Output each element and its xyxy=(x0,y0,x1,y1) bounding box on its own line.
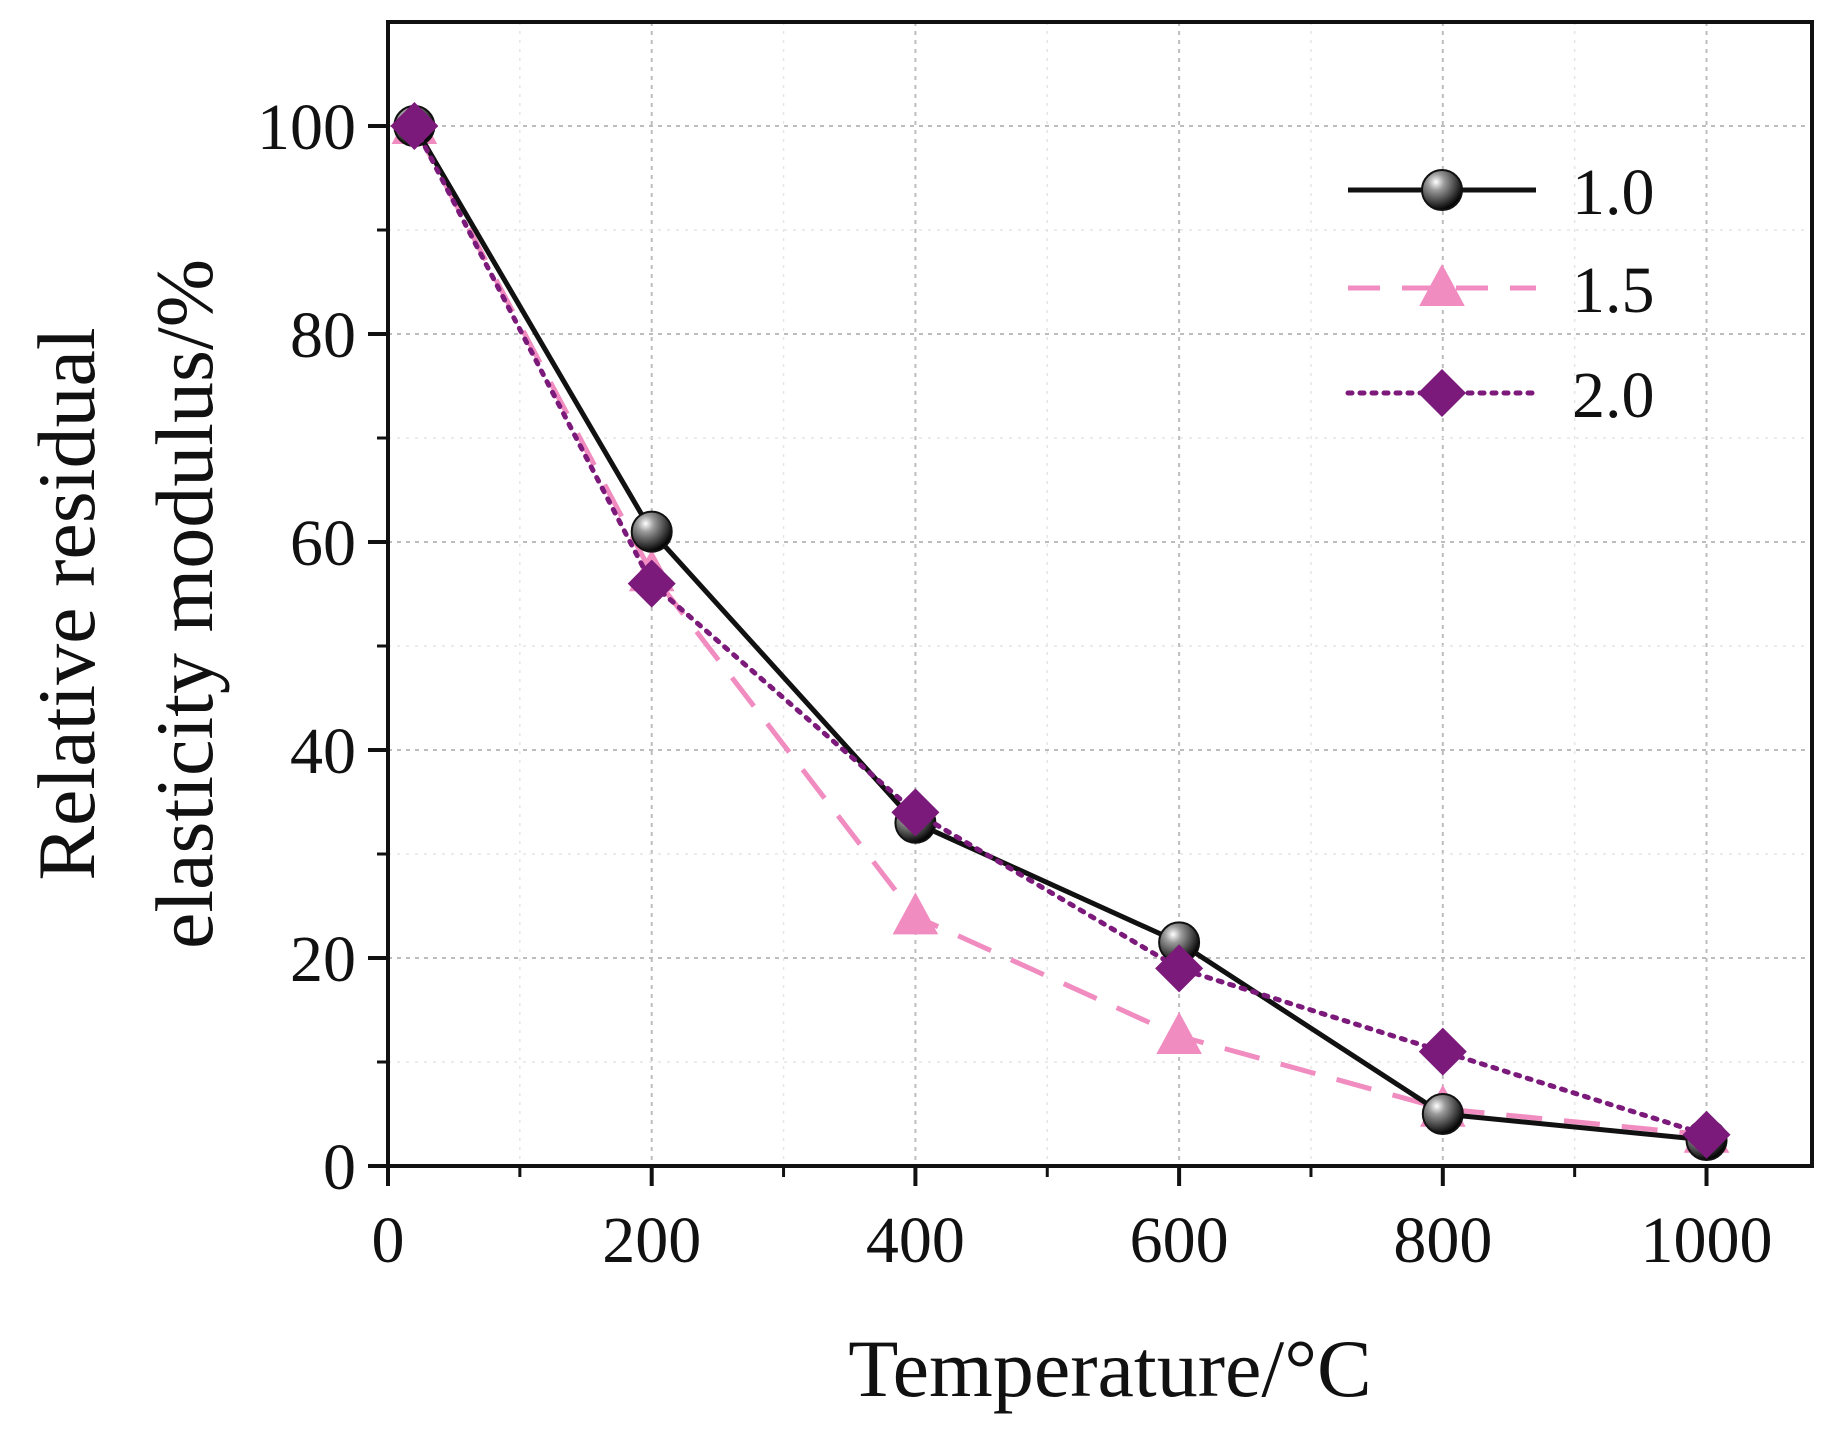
data-point xyxy=(1156,1012,1202,1054)
axes: 0 200 400 600 800 1000 0 20 40 60 80 100 xyxy=(257,20,1814,1277)
series-2.0 xyxy=(390,102,1731,1159)
y-axis-title-line-1: Relative residual xyxy=(21,327,112,880)
legend-marker xyxy=(1418,369,1466,417)
data-point xyxy=(1418,1027,1467,1076)
grid xyxy=(388,22,1812,1166)
series-1.0 xyxy=(393,105,1728,1161)
data-point xyxy=(630,510,673,553)
series-1.5 xyxy=(391,102,1730,1153)
y-tick-label: 40 xyxy=(290,715,356,788)
y-tick-label: 0 xyxy=(323,1131,356,1204)
y-tick-label: 80 xyxy=(290,299,356,372)
data-point xyxy=(891,788,940,837)
axis-labels: Temperature/°C Relative residual elasticit… xyxy=(21,259,1372,1414)
y-tick-label: 60 xyxy=(290,507,356,580)
x-axis-title: Temperature/°C xyxy=(848,1323,1371,1414)
y-tick-label: 100 xyxy=(257,91,356,164)
data-point xyxy=(627,559,676,608)
x-tick-label: 400 xyxy=(866,1204,965,1277)
x-tick-label: 200 xyxy=(602,1204,701,1277)
legend-item-2.0: 2.0 xyxy=(1345,359,1655,432)
data-point xyxy=(1155,944,1204,993)
data-point xyxy=(1682,1110,1731,1159)
series-line xyxy=(412,124,1707,1138)
series-group xyxy=(390,102,1731,1161)
x-tick-label: 1000 xyxy=(1641,1204,1773,1277)
y-axis-title-line-2: elasticity modulus/% xyxy=(139,259,230,949)
series-line xyxy=(412,124,1707,1143)
y-tick-label: 20 xyxy=(290,923,356,996)
legend-item-1.0: 1.0 xyxy=(1348,156,1655,229)
data-point xyxy=(892,892,939,935)
x-tick-label: 800 xyxy=(1393,1204,1492,1277)
series-line xyxy=(411,123,1710,1138)
legend: 1.0 1.5 2.0 xyxy=(1345,156,1655,432)
legend-label: 1.0 xyxy=(1572,156,1655,229)
data-point xyxy=(390,102,439,150)
legend-label: 2.0 xyxy=(1572,359,1655,432)
x-tick-label: 0 xyxy=(372,1204,405,1277)
legend-marker xyxy=(1419,264,1465,306)
legend-label: 1.5 xyxy=(1572,254,1655,327)
data-point xyxy=(1421,1093,1464,1135)
plot-frame xyxy=(386,20,1814,1168)
x-tick-label: 600 xyxy=(1130,1204,1229,1277)
legend-marker xyxy=(1421,169,1463,211)
legend-item-1.5: 1.5 xyxy=(1348,254,1655,327)
